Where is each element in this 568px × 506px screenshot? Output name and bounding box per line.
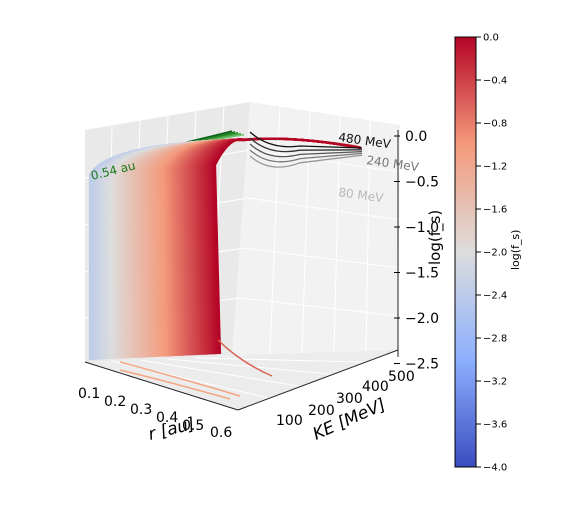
floor-projections bbox=[119, 339, 273, 400]
z-tick-label: −1.0 bbox=[405, 220, 439, 236]
colorbar-ticks: 0.0 −0.4 −0.8 −1.2 −1.6 −2.0 −2.4 −2.8 −3.2 −3.6 −… bbox=[476, 33, 507, 474]
y-tick-label: 100 bbox=[276, 413, 303, 429]
colorbar-tick-label: 0.0 bbox=[483, 33, 499, 44]
z-tick-label: −2.0 bbox=[405, 311, 439, 327]
z-axis-label: log(f_s) bbox=[426, 210, 445, 265]
z-tick-label: −0.5 bbox=[405, 175, 439, 191]
x-axis-label: r [au] bbox=[146, 414, 196, 445]
x-tick-label: 0.1 bbox=[78, 386, 100, 402]
z-tick-label: −2.5 bbox=[405, 357, 439, 373]
floor-proj-line bbox=[217, 339, 273, 377]
z-tick-label: −1.5 bbox=[405, 266, 439, 282]
y-tick-label: 300 bbox=[336, 391, 363, 407]
floor-proj-line bbox=[119, 361, 241, 397]
colorbar-gradient bbox=[454, 36, 477, 468]
y-tick-label: 400 bbox=[362, 379, 389, 395]
colorbar-tick-label: −4.0 bbox=[483, 463, 507, 474]
energy-curve bbox=[249, 143, 363, 158]
energy-curve bbox=[249, 137, 363, 153]
z-tick-labels: 0.0 −0.5 −1.0 −1.5 −2.0 −2.5 bbox=[394, 129, 439, 373]
colorbar-label: log(f_s) bbox=[509, 230, 522, 270]
energy-curve bbox=[249, 149, 363, 163]
floor-pane bbox=[85, 350, 398, 410]
z-tick-label: 0.0 bbox=[405, 129, 427, 145]
colorbar-tick-label: −0.8 bbox=[483, 119, 507, 130]
y-axis-line bbox=[237, 349, 399, 411]
colorbar-tick-label: −1.2 bbox=[483, 162, 507, 173]
y-tick-label: 500 bbox=[388, 369, 415, 385]
colorbar: 0.0 −0.4 −0.8 −1.2 −1.6 −2.0 −2.4 −2.8 −3.2 −3.6 −… bbox=[454, 33, 522, 474]
energy-curves bbox=[249, 131, 363, 168]
colorbar-tick-label: −2.8 bbox=[483, 334, 507, 345]
colorbar-tick-label: −0.4 bbox=[483, 76, 507, 87]
x-tick-labels: 0.1 0.2 0.3 0.4 0.5 0.6 bbox=[78, 386, 232, 441]
colorbar-tick-label: −2.0 bbox=[483, 248, 507, 259]
annotation-80-mev: 80 MeV bbox=[338, 185, 385, 205]
surface-strip bbox=[213, 137, 362, 355]
floor-proj-line bbox=[119, 369, 231, 400]
x-tick-label: 0.6 bbox=[210, 425, 232, 441]
energy-curve bbox=[249, 154, 363, 168]
colorbar-tick-label: −3.2 bbox=[483, 377, 507, 388]
x-tick-label: 0.2 bbox=[104, 394, 126, 410]
colorbar-tick-label: −3.6 bbox=[483, 420, 507, 431]
x-tick-label: 0.3 bbox=[130, 402, 152, 418]
surface bbox=[88, 137, 362, 360]
colorbar-tick-label: −2.4 bbox=[483, 291, 507, 302]
x-tick-label: 0.5 bbox=[182, 418, 204, 434]
axis-lines bbox=[84, 130, 399, 411]
colorbar-tick-label: −1.6 bbox=[483, 205, 507, 216]
y-tick-label: 200 bbox=[308, 403, 335, 419]
energy-curve bbox=[249, 131, 363, 149]
x-axis-line bbox=[84, 361, 239, 411]
x-tick-label: 0.4 bbox=[156, 410, 178, 426]
